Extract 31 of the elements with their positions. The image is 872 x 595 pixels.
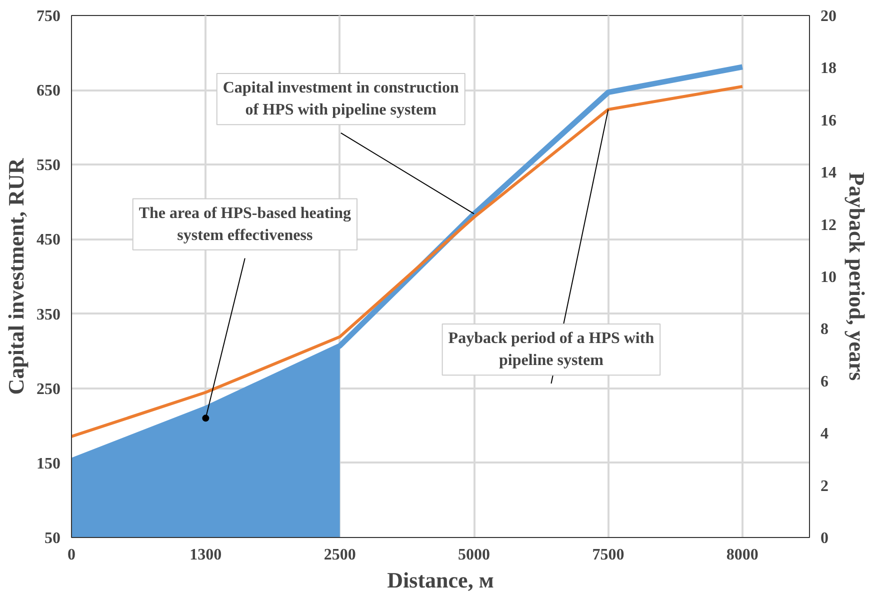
annotation: The area of HPS-based heating system effectiveness bbox=[138, 204, 352, 244]
y-axis-title: Capital investment, RUR bbox=[4, 157, 28, 395]
y2-tick-label: 2 bbox=[820, 478, 828, 495]
y-tick-label: 450 bbox=[36, 232, 60, 249]
x-tick-label: 5000 bbox=[458, 546, 490, 564]
y2-tick-label: 18 bbox=[820, 60, 836, 78]
y2-tick-label: 12 bbox=[820, 216, 836, 234]
y-tick-label: 350 bbox=[36, 306, 60, 324]
y-tick-label: 250 bbox=[36, 380, 60, 398]
y-tick-label: 50 bbox=[44, 530, 60, 547]
y2-tick-label: 8 bbox=[820, 321, 828, 338]
x-tick-label: 1300 bbox=[190, 546, 222, 564]
y-tick-label: 750 bbox=[36, 8, 60, 25]
y-tick-label: 550 bbox=[36, 157, 60, 174]
y-tick-label: 150 bbox=[36, 455, 60, 472]
y2-tick-label: 20 bbox=[820, 8, 836, 25]
y2-tick-label: 16 bbox=[820, 112, 836, 130]
y2-tick-label: 14 bbox=[820, 164, 836, 182]
annotation: Payback period of a HPS with pipeline system bbox=[448, 330, 654, 370]
x-tick-label: 2500 bbox=[324, 546, 356, 564]
x-tick-label: 7500 bbox=[592, 546, 624, 564]
y2-tick-label: 10 bbox=[820, 269, 836, 286]
y2-tick-label: 0 bbox=[820, 530, 828, 547]
x-tick-label: 0 bbox=[68, 546, 76, 564]
x-tick-label: 8000 bbox=[726, 546, 758, 564]
y2-axis-title: Payback period, years bbox=[844, 172, 870, 382]
y2-tick-label: 4 bbox=[820, 426, 828, 443]
y-tick-label: 650 bbox=[36, 82, 60, 100]
x-axis-title: Distance, м bbox=[387, 568, 494, 592]
y2-tick-label: 6 bbox=[820, 373, 828, 390]
annotation: Capital investment in construction of HPS with pipeline system bbox=[222, 79, 459, 119]
